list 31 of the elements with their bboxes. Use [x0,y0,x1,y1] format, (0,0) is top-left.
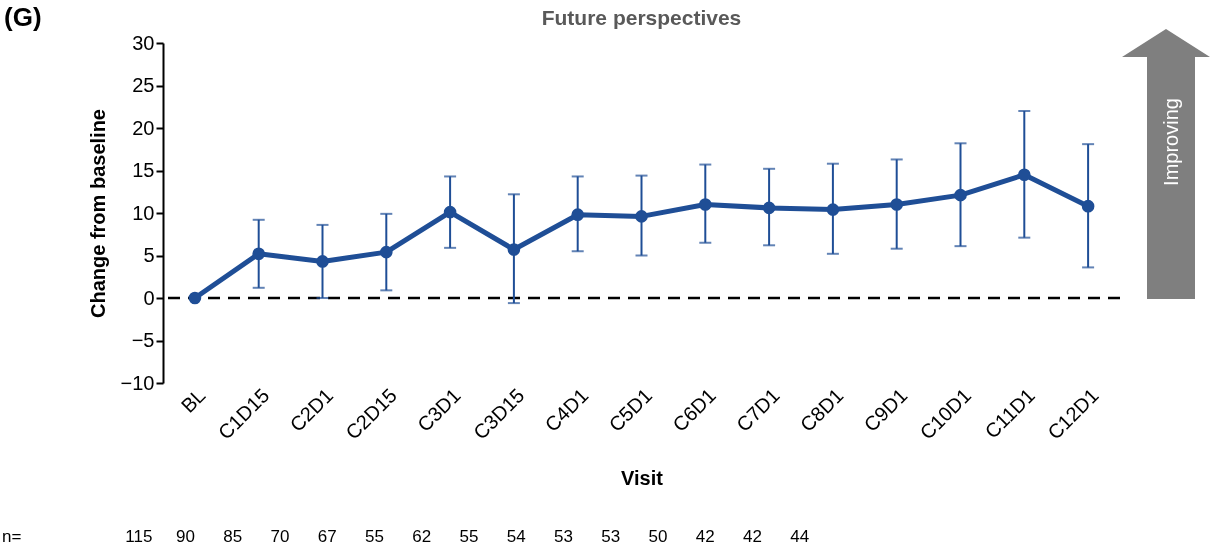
point [1081,199,1095,213]
text: n= 115 90 85 70 67 55 62 55 54 53 53 50 42 42 44 [2,527,810,547]
point [252,247,266,261]
y-tick-label: 10 [132,201,155,224]
y-axis-title: Change from baseline [86,109,109,318]
x-tick-label: BL [176,384,210,417]
point [698,198,712,211]
y-tick-label: 20 [132,116,155,139]
text: Improving [1160,98,1182,186]
point [379,245,393,259]
point [890,198,904,211]
point [826,203,840,216]
y-tick-label: 5 [143,244,155,266]
point [188,291,202,305]
y-tick-label: 15 [132,159,155,181]
y-tick-label: 0 [143,286,155,309]
point [1017,168,1031,182]
y-tick-label: −5 [131,329,155,351]
y-tick-label: 25 [132,74,155,96]
point [762,201,776,215]
point [954,188,967,202]
point [316,255,329,268]
y-tick-label: 30 [132,31,155,54]
point [443,205,457,219]
x-axis-title: Visit [621,466,664,489]
point [635,210,648,223]
text: (G) [4,2,42,33]
point [571,208,585,222]
chart-title: Future perspectives [541,6,742,29]
y-tick-label: −10 [120,371,155,394]
point [507,243,521,256]
